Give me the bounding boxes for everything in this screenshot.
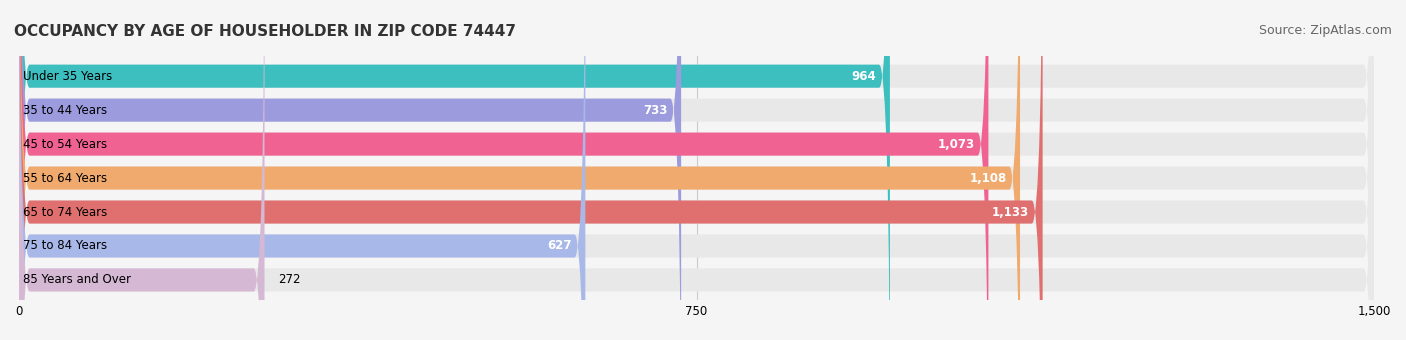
Text: 733: 733 xyxy=(643,104,668,117)
FancyBboxPatch shape xyxy=(18,0,1374,340)
Text: 65 to 74 Years: 65 to 74 Years xyxy=(24,206,107,219)
FancyBboxPatch shape xyxy=(18,0,585,340)
FancyBboxPatch shape xyxy=(18,0,1374,340)
FancyBboxPatch shape xyxy=(18,0,1374,340)
Text: 45 to 54 Years: 45 to 54 Years xyxy=(24,138,107,151)
FancyBboxPatch shape xyxy=(18,0,1374,340)
Text: 85 Years and Over: 85 Years and Over xyxy=(24,273,131,287)
Text: Source: ZipAtlas.com: Source: ZipAtlas.com xyxy=(1258,24,1392,37)
FancyBboxPatch shape xyxy=(18,0,1374,340)
Text: 964: 964 xyxy=(852,70,876,83)
FancyBboxPatch shape xyxy=(18,0,890,340)
Text: 627: 627 xyxy=(547,239,572,253)
FancyBboxPatch shape xyxy=(18,0,264,340)
FancyBboxPatch shape xyxy=(18,0,1043,340)
Text: 1,108: 1,108 xyxy=(969,172,1007,185)
Text: OCCUPANCY BY AGE OF HOUSEHOLDER IN ZIP CODE 74447: OCCUPANCY BY AGE OF HOUSEHOLDER IN ZIP C… xyxy=(14,24,516,39)
FancyBboxPatch shape xyxy=(18,0,681,340)
Text: 1,073: 1,073 xyxy=(938,138,974,151)
Text: 272: 272 xyxy=(278,273,301,287)
FancyBboxPatch shape xyxy=(18,0,1019,340)
FancyBboxPatch shape xyxy=(18,0,1374,340)
Text: 75 to 84 Years: 75 to 84 Years xyxy=(24,239,107,253)
Text: Under 35 Years: Under 35 Years xyxy=(24,70,112,83)
Text: 55 to 64 Years: 55 to 64 Years xyxy=(24,172,107,185)
FancyBboxPatch shape xyxy=(18,0,1374,340)
FancyBboxPatch shape xyxy=(18,0,988,340)
Text: 35 to 44 Years: 35 to 44 Years xyxy=(24,104,107,117)
Text: 1,133: 1,133 xyxy=(993,206,1029,219)
